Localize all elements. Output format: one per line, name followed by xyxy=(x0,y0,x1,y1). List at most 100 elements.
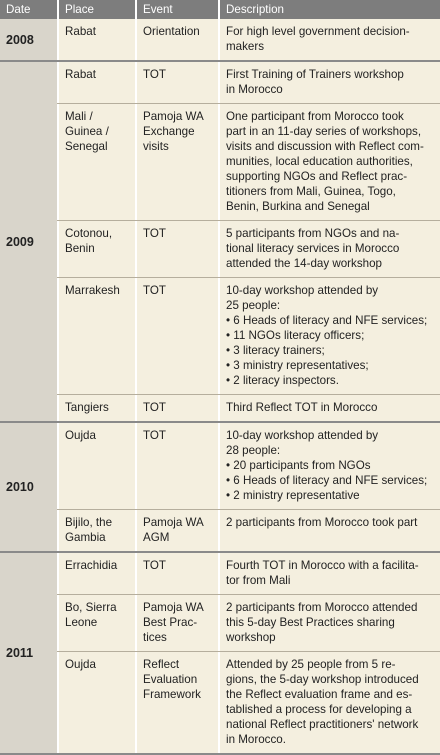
event-cell: TOT xyxy=(135,62,218,103)
description-cell: Third Reflect TOT in Morocco xyxy=(218,395,440,421)
description-cell: First Training of Trainers workshop in Mo… xyxy=(218,62,440,103)
table-row: Oujda Reflect Evaluation Framework Attended … xyxy=(57,652,440,753)
place-cell: Tangiers xyxy=(57,395,135,421)
table-row: Bijilo, the Gambia Pamoja WA AGM 2 participa… xyxy=(57,510,440,551)
table-row: Oujda TOT 10-day workshop attended by 28 pe… xyxy=(57,423,440,510)
event-line: TOT xyxy=(143,429,166,442)
description-line: in Morocco. xyxy=(226,733,286,746)
description-line: 2 participants from Morocco took part xyxy=(226,516,418,529)
year: 2010 xyxy=(0,423,57,551)
event-cell: TOT xyxy=(135,278,218,394)
description-line: • 6 Heads of literacy and NFE services; xyxy=(226,314,428,327)
event-cell: TOT xyxy=(135,395,218,421)
description-line: 25 people: xyxy=(226,299,281,312)
place-line: Rabat xyxy=(65,68,96,81)
description-line: • 3 ministry representatives; xyxy=(226,359,369,372)
event-line: TOT xyxy=(143,559,166,572)
table-row: Rabat TOT First Training of Trainers works… xyxy=(57,62,440,104)
place-cell: Cotonou, Benin xyxy=(57,221,135,277)
place-line: Errachidia xyxy=(65,559,118,572)
event-line: Pamoja WA xyxy=(143,110,204,123)
group-rows: Rabat TOT First Training of Trainers works… xyxy=(57,62,440,421)
description-line: supporting NGOs and Reflect prac- xyxy=(226,170,408,183)
description-cell: 10-day workshop attended by 25 people: • 6… xyxy=(218,278,440,394)
description-line: national Reflect practitioners' network xyxy=(226,718,419,731)
description-line: Fourth TOT in Morocco with a facilita- xyxy=(226,559,419,572)
description-line: attended the 14-day workshop xyxy=(226,257,382,270)
group-rows: Rabat Orientation For high level governmen… xyxy=(57,19,440,60)
table-row: Rabat Orientation For high level governmen… xyxy=(57,19,440,60)
place-cell: Bo, Sierra Leone xyxy=(57,595,135,651)
event-cell: Pamoja WA Exchange visits xyxy=(135,104,218,220)
description-line: 10-day workshop attended by xyxy=(226,284,379,297)
table-row: Tangiers TOT Third Reflect TOT in Morocco xyxy=(57,395,440,421)
description-line: • 11 NGOs literacy officers; xyxy=(226,329,365,342)
table-row: Errachidia TOT Fourth TOT in Morocco with … xyxy=(57,553,440,595)
description-line: gions, the 5-day workshop introduced xyxy=(226,673,419,686)
place-cell: Rabat xyxy=(57,19,135,60)
event-line: Pamoja WA xyxy=(143,601,204,614)
description-line: For high level government decision- xyxy=(226,25,410,38)
place-line: Tangiers xyxy=(65,401,109,414)
description-line: 5 participants from NGOs and na- xyxy=(226,227,400,240)
event-cell: Pamoja WA AGM xyxy=(135,510,218,551)
event-line: Best Prac- xyxy=(143,616,198,629)
event-line: Reflect xyxy=(143,658,180,671)
description-line: Attended by 25 people from 5 re- xyxy=(226,658,396,671)
description-line: • 6 Heads of literacy and NFE services; xyxy=(226,474,428,487)
event-line: Exchange xyxy=(143,125,195,138)
description-line: part in an 11-day series of workshops, xyxy=(226,125,422,138)
header-row: Date Place Event Description xyxy=(0,0,440,19)
header-cell: Place xyxy=(57,0,135,19)
year: 2008 xyxy=(0,19,57,60)
event-line: Evaluation xyxy=(143,673,198,686)
event-line: AGM xyxy=(143,531,170,544)
event-line: TOT xyxy=(143,284,166,297)
year: 2009 xyxy=(0,62,57,421)
place-cell: Bijilo, the Gambia xyxy=(57,510,135,551)
event-line: visits xyxy=(143,140,169,153)
place-cell: Rabat xyxy=(57,62,135,103)
place-cell: Oujda xyxy=(57,423,135,509)
table-row: Bo, Sierra Leone Pamoja WA Best Prac-tices 2… xyxy=(57,595,440,652)
place-line: Leone xyxy=(65,616,98,629)
description-line: One participant from Morocco took xyxy=(226,110,404,123)
event-line: tices xyxy=(143,631,167,644)
table-row: Mali / Guinea / Senegal Pamoja WA Exchange vi… xyxy=(57,104,440,221)
description-line: tor from Mali xyxy=(226,574,291,587)
event-cell: TOT xyxy=(135,553,218,594)
place-line: Cotonou, xyxy=(65,227,113,240)
year-group: 2009 Rabat TOT First Training of Trainers w… xyxy=(0,62,440,423)
event-cell: TOT xyxy=(135,221,218,277)
group-rows: Errachidia TOT Fourth TOT in Morocco with … xyxy=(57,553,440,753)
description-cell: One participant from Morocco took part in… xyxy=(218,104,440,220)
place-cell: Marrakesh xyxy=(57,278,135,394)
event-line: TOT xyxy=(143,227,166,240)
description-line: • 2 ministry representative xyxy=(226,489,360,502)
description-cell: For high level government decision-maker… xyxy=(218,19,440,60)
place-line: Bijilo, the xyxy=(65,516,113,529)
year: 2011 xyxy=(0,553,57,753)
description-cell: 2 participants from Morocco took part xyxy=(218,510,440,551)
place-line: Gambia xyxy=(65,531,106,544)
description-line: this 5-day Best Practices sharing xyxy=(226,616,395,629)
description-line: tional literacy services in Morocco xyxy=(226,242,400,255)
event-cell: Orientation xyxy=(135,19,218,60)
description-line: • 3 literacy trainers; xyxy=(226,344,325,357)
description-cell: 10-day workshop attended by 28 people: • 2… xyxy=(218,423,440,509)
event-line: Framework xyxy=(143,688,201,701)
description-line: • 2 literacy inspectors. xyxy=(226,374,339,387)
description-line: the Reflect evaluation frame and es- xyxy=(226,688,413,701)
header-cell: Date xyxy=(0,0,57,19)
year-group: 2010 Oujda TOT 10-day workshop attended by 2… xyxy=(0,423,440,553)
description-line: workshop xyxy=(226,631,276,644)
place-line: Senegal xyxy=(65,140,108,153)
year-group: 2011 Errachidia TOT Fourth TOT in Morocco w… xyxy=(0,553,440,755)
description-line: makers xyxy=(226,40,265,53)
place-line: Oujda xyxy=(65,429,96,442)
description-line: Benin, Burkina and Senegal xyxy=(226,200,370,213)
table-row: Cotonou, Benin TOT 5 participants from NGOs… xyxy=(57,221,440,278)
event-line: TOT xyxy=(143,68,166,81)
